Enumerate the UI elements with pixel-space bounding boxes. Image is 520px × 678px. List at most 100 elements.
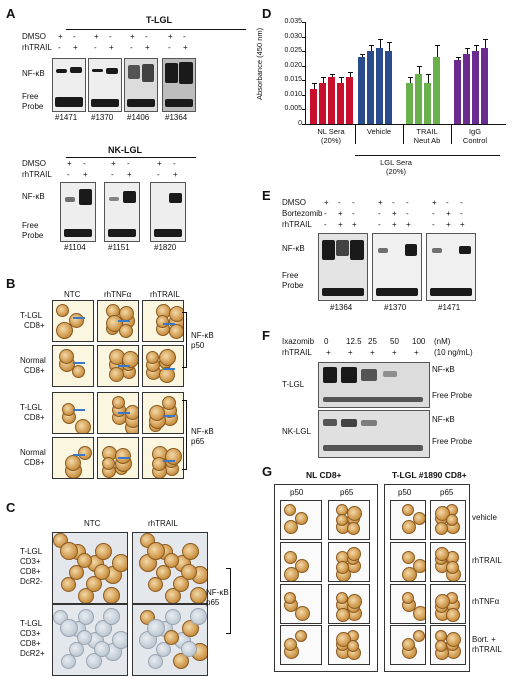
if-micrograph [142, 437, 184, 479]
emsa-gel [88, 58, 122, 112]
rhtrail-sign: + [173, 170, 178, 179]
ihc-micrograph [390, 500, 426, 540]
ixazomib-label: Ixazomib [282, 337, 315, 346]
dose-value: 50 [390, 337, 399, 346]
treatment-sign: - [352, 209, 355, 218]
row-bortezomib-label: Bortezomib [282, 209, 323, 218]
y-tick [302, 80, 305, 82]
col-header-p65: p65 [340, 488, 354, 497]
row-label-line: CD3+ [20, 557, 41, 566]
rhtrail-sign: - [130, 43, 133, 52]
trail-unit: (10 ng/mL) [434, 348, 473, 357]
if-micrograph [52, 345, 94, 387]
emsa-gel [60, 182, 96, 242]
rhtrail-sign: + [348, 348, 353, 357]
y-tick-label: 0.020 [284, 61, 302, 69]
error-bar [418, 65, 420, 75]
patient-id: #1370 [91, 113, 114, 122]
if-micrograph [97, 392, 139, 434]
col-header-p65: p65 [440, 488, 454, 497]
patient-id: #1364 [165, 113, 188, 122]
row-rhtrail-label: rhTRAIL [282, 220, 312, 229]
panel-label-f: F [262, 328, 270, 343]
dose-value: 12.5 [346, 337, 362, 346]
col-header-rhtnfa: rhTNFα [104, 290, 132, 299]
error-cap [320, 77, 326, 79]
ihc-micrograph [328, 542, 370, 582]
panel-label-c: C [6, 500, 16, 515]
col-header-p50: p50 [290, 488, 304, 497]
dose-value: 25 [368, 337, 377, 346]
treatment-sign: - [324, 209, 327, 218]
ihc-micrograph [390, 625, 426, 665]
ihc-micrograph [328, 584, 370, 624]
error-bar [409, 77, 411, 84]
tlgl-cd8-title: T-LGL #1890 CD8+ [392, 470, 467, 480]
emsa-gel [104, 182, 140, 242]
if-micrograph [97, 345, 139, 387]
error-cap [434, 45, 440, 47]
treatment-sign: + [432, 198, 437, 207]
error-bar [313, 83, 315, 90]
nl-cd8-frame [274, 484, 378, 672]
dmso-sign: - [183, 32, 186, 41]
group-separator [451, 124, 452, 144]
arrow-icon [118, 365, 130, 367]
bracket-p50 [186, 312, 187, 368]
bar [424, 83, 431, 124]
row-label-bort: Bort. + [472, 635, 496, 644]
group-separator [403, 124, 404, 144]
ihc-micrograph [328, 625, 370, 665]
dose-value: 0 [324, 337, 329, 346]
ihc-micrograph [280, 542, 322, 582]
treatment-sign: + [446, 209, 451, 218]
error-bar [331, 74, 333, 78]
error-bar [475, 45, 477, 52]
rhtrail-sign: + [183, 43, 188, 52]
patient-id: #1364 [330, 303, 353, 312]
treatment-sign: + [338, 220, 343, 229]
free-probe-label: Free Probe [432, 437, 473, 446]
arrow-icon [118, 412, 130, 414]
row-label-line1: T-LGL [20, 403, 43, 412]
emsa-gel [372, 233, 422, 301]
bracket-p65 [186, 400, 187, 470]
arrow-icon [163, 323, 175, 325]
rhtrail-sign: + [326, 348, 331, 357]
nfkb-label: NF-κB [22, 192, 45, 201]
row-label-rhtrail: rhTRAIL [472, 556, 502, 565]
row-label-line2: CD8+ [24, 366, 45, 375]
nfkb-label: NF-κB [432, 415, 455, 424]
ihc-micrograph [280, 625, 322, 665]
ihc-micrograph [430, 584, 466, 624]
error-bar [340, 77, 342, 84]
bar [454, 59, 461, 124]
error-bar [388, 42, 390, 52]
row-label-line1: Normal [20, 356, 46, 365]
error-bar [457, 56, 459, 60]
bar [472, 51, 479, 124]
row-rhtrail-label: rhTRAIL [22, 43, 52, 52]
group-label: Vehicle [366, 127, 392, 136]
col-header-rhtrail: rhTRAIL [150, 290, 180, 299]
patient-id: #1820 [154, 243, 177, 252]
emsa-gel [426, 233, 476, 301]
row-label-bort-trail: rhTRAIL [472, 645, 502, 654]
ihc-micrograph [280, 584, 322, 624]
group-label: (20%) [320, 136, 341, 145]
y-tick-label: 0.025 [284, 47, 302, 55]
patient-id: #1406 [127, 113, 150, 122]
rhtrail-sign: + [392, 348, 397, 357]
row-label-line: T-LGL [20, 619, 43, 628]
nklgl-rule [66, 157, 196, 158]
dmso-sign: + [67, 159, 72, 168]
row-label-line: CD8+ [20, 639, 41, 648]
rhtrail-sign: + [127, 170, 132, 179]
treatment-sign: + [392, 209, 397, 218]
dose-value: 100 [412, 337, 426, 346]
bar [376, 48, 383, 124]
group-label: NL Sera [317, 127, 345, 136]
dmso-sign: - [73, 32, 76, 41]
error-bar [361, 54, 363, 57]
y-tick-label: 0.015 [284, 76, 302, 84]
